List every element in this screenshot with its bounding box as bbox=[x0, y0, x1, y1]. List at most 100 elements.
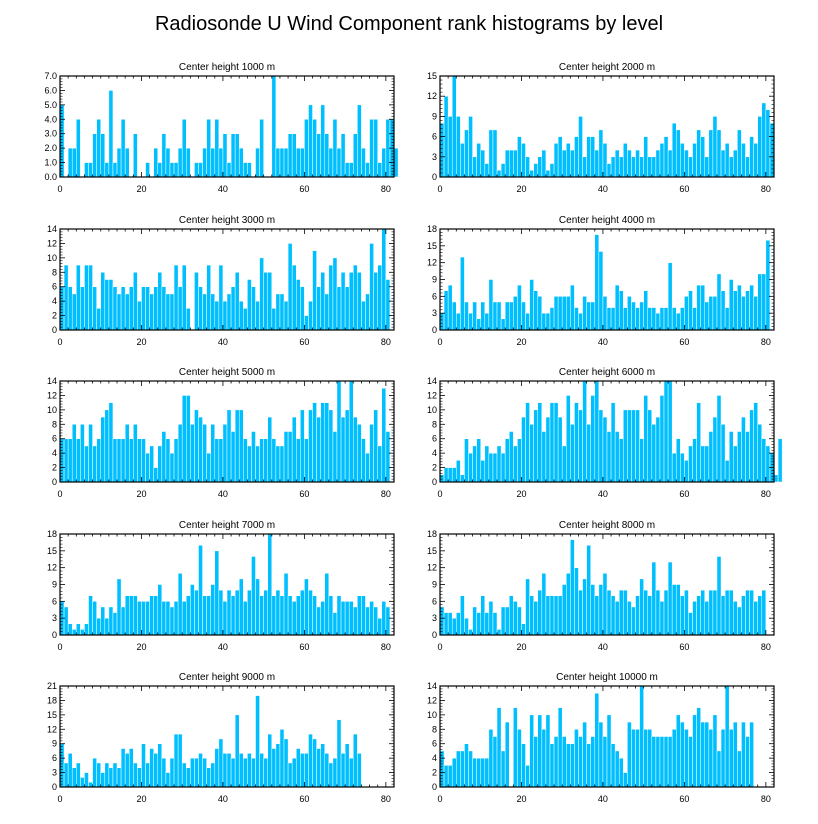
histogram-bar bbox=[206, 767, 211, 788]
y-tick-label: 14 bbox=[47, 224, 57, 234]
histogram-bar bbox=[332, 119, 338, 178]
histogram-bar bbox=[157, 445, 163, 483]
histogram-bar bbox=[586, 424, 591, 483]
histogram-bar bbox=[728, 729, 734, 788]
y-tick-label: 2 bbox=[52, 463, 57, 473]
histogram-bar bbox=[631, 729, 636, 788]
histogram-bar bbox=[198, 286, 203, 331]
histogram-bar bbox=[480, 595, 486, 636]
histogram-bar bbox=[243, 438, 248, 483]
histogram-bar bbox=[194, 589, 199, 636]
histogram-bar bbox=[259, 257, 264, 331]
histogram-bar bbox=[737, 750, 742, 788]
x-tick-label: 40 bbox=[218, 337, 228, 347]
histogram-bar bbox=[651, 307, 657, 331]
histogram-bar bbox=[492, 301, 498, 331]
histogram-bar bbox=[492, 452, 498, 483]
histogram-bar bbox=[373, 119, 378, 178]
histogram-bar bbox=[308, 733, 313, 788]
histogram-bar bbox=[328, 264, 334, 331]
histogram-bar bbox=[488, 279, 494, 331]
y-tick-label: 4 bbox=[432, 448, 437, 458]
histogram-bar bbox=[451, 757, 457, 788]
histogram-bar bbox=[255, 445, 260, 483]
histogram-bar bbox=[537, 156, 543, 178]
histogram-bar bbox=[484, 612, 490, 636]
panel-title: Center height 9000 m bbox=[179, 672, 275, 683]
histogram-bar bbox=[194, 757, 199, 788]
histogram-bar bbox=[116, 438, 122, 483]
histogram-bar bbox=[521, 143, 526, 178]
bars bbox=[439, 685, 754, 788]
histogram-bar bbox=[238, 300, 244, 331]
histogram-bar bbox=[513, 445, 518, 483]
histogram-bar bbox=[553, 143, 559, 178]
histogram-bar bbox=[275, 147, 281, 178]
histogram-bar bbox=[312, 402, 317, 483]
histogram-bar bbox=[504, 149, 510, 178]
histogram-bar bbox=[361, 147, 366, 178]
histogram-bar bbox=[353, 606, 358, 636]
x-tick-label: 0 bbox=[57, 337, 62, 347]
histogram-bar bbox=[71, 293, 77, 331]
y-tick-label: 8 bbox=[432, 724, 437, 734]
histogram-bar bbox=[578, 736, 583, 788]
histogram-bar bbox=[598, 251, 604, 331]
histogram-bar bbox=[328, 595, 334, 636]
histogram-bar bbox=[728, 156, 734, 178]
histogram-bar bbox=[186, 147, 191, 178]
histogram-bar bbox=[700, 445, 706, 483]
histogram-bar bbox=[259, 753, 264, 788]
histogram-bar bbox=[316, 133, 321, 178]
histogram-bar bbox=[651, 561, 657, 636]
histogram-bar bbox=[521, 623, 526, 636]
histogram-bar bbox=[451, 301, 457, 331]
histogram-bar bbox=[181, 601, 187, 636]
x-tick-label: 20 bbox=[516, 337, 526, 347]
histogram-bar bbox=[348, 272, 354, 331]
histogram-bar bbox=[96, 119, 101, 178]
y-tick-label: 3 bbox=[52, 768, 57, 778]
histogram-bar bbox=[100, 272, 106, 331]
histogram-bar bbox=[80, 629, 85, 636]
histogram-bar bbox=[594, 595, 600, 636]
histogram-bar bbox=[137, 300, 142, 331]
histogram-bar bbox=[222, 753, 228, 788]
histogram-bar bbox=[537, 402, 543, 483]
histogram-bar bbox=[316, 606, 321, 636]
histogram-bar bbox=[92, 133, 97, 178]
histogram-bar bbox=[157, 584, 163, 636]
histogram-bar bbox=[165, 772, 171, 788]
histogram-bar bbox=[124, 424, 130, 483]
histogram-bar bbox=[267, 533, 273, 636]
histogram-bar bbox=[153, 467, 159, 483]
histogram-bar bbox=[496, 445, 502, 483]
histogram-bar bbox=[700, 136, 706, 178]
histogram-bar bbox=[255, 695, 260, 788]
histogram-bar bbox=[295, 748, 301, 788]
histogram-bar bbox=[488, 729, 494, 788]
histogram-bar bbox=[210, 424, 216, 483]
histogram-bar bbox=[590, 136, 596, 178]
y-tick-label: 4.0 bbox=[44, 114, 57, 124]
x-tick-label: 80 bbox=[381, 184, 391, 194]
y-tick-label: 10 bbox=[47, 253, 57, 263]
histogram-bar bbox=[586, 743, 591, 788]
histogram-bar bbox=[733, 601, 738, 636]
histogram-bar bbox=[108, 90, 114, 178]
histogram-bar bbox=[275, 445, 281, 483]
histogram-bar bbox=[128, 748, 134, 788]
histogram-bar bbox=[623, 589, 628, 636]
histogram-bar bbox=[255, 147, 260, 178]
histogram-bar bbox=[108, 279, 114, 331]
histogram-bar bbox=[194, 272, 199, 331]
x-tick-label: 40 bbox=[598, 794, 608, 804]
histogram-bar bbox=[84, 623, 89, 636]
histogram-bar bbox=[80, 286, 85, 331]
histogram-bar bbox=[590, 301, 596, 331]
histogram-bar bbox=[537, 296, 543, 331]
histogram-bar bbox=[692, 143, 697, 178]
histogram-bar bbox=[357, 272, 362, 331]
histogram-bar bbox=[124, 595, 130, 636]
histogram-bar bbox=[688, 156, 693, 178]
